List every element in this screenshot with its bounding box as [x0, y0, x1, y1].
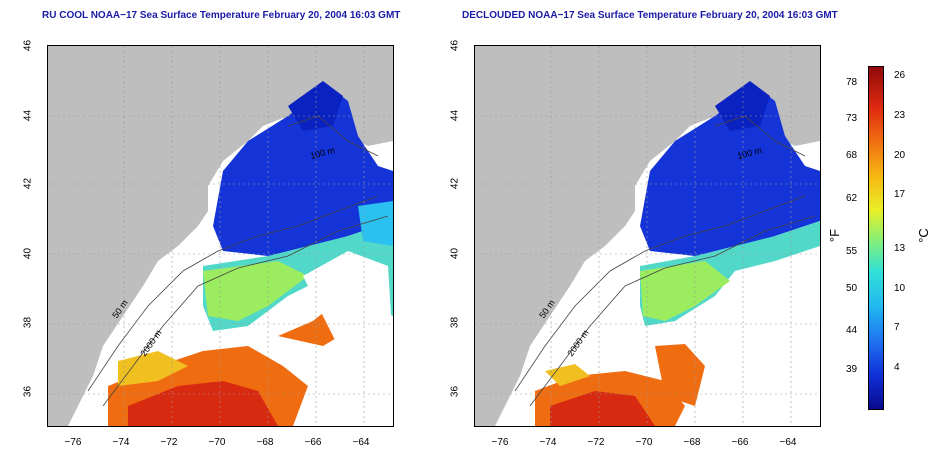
- c-tick: 10: [894, 283, 906, 294]
- lon-tick: −66: [731, 437, 749, 448]
- land-mass: [475, 46, 820, 426]
- cold-water: [213, 86, 393, 256]
- cold-water: [640, 86, 820, 256]
- lat-tick: 38: [449, 316, 461, 329]
- f-tick: 78: [846, 77, 858, 88]
- lon-tick: −68: [683, 437, 701, 448]
- lon-tick: −74: [539, 437, 557, 448]
- lon-tick: −68: [256, 437, 274, 448]
- isobath-50m: [87, 195, 379, 392]
- lat-tick: 44: [22, 109, 34, 122]
- lon-tick: −72: [587, 437, 605, 448]
- lon-tick: −66: [304, 437, 322, 448]
- c-tick: 13: [894, 243, 906, 254]
- f-tick: 68: [846, 150, 858, 161]
- f-tick: 55: [846, 246, 858, 257]
- c-tick: 4: [894, 362, 900, 373]
- lat-tick: 46: [22, 39, 34, 52]
- right-panel-title: DECLOUDED NOAA−17 Sea Surface Temperatur…: [462, 10, 838, 21]
- f-tick: 62: [846, 193, 858, 204]
- lon-tick: −72: [160, 437, 178, 448]
- lat-tick: 46: [449, 39, 461, 52]
- c-tick: 26: [894, 70, 906, 81]
- lat-tick: 40: [449, 247, 461, 260]
- f-tick: 73: [846, 113, 858, 124]
- isobath-2000m: [102, 215, 389, 407]
- c-tick: 17: [894, 189, 906, 200]
- lat-tick: 36: [22, 385, 34, 398]
- lon-tick: −70: [208, 437, 226, 448]
- left-panel-title: RU COOL NOAA−17 Sea Surface Temperature …: [42, 10, 401, 21]
- lon-tick: −64: [352, 437, 370, 448]
- c-tick: 23: [894, 110, 906, 121]
- f-tick: 50: [846, 283, 858, 294]
- lat-tick: 42: [449, 177, 461, 190]
- land-mass: [48, 46, 393, 426]
- c-tick: 20: [894, 150, 906, 161]
- lon-tick: −74: [112, 437, 130, 448]
- unit-fahrenheit: °F: [827, 228, 843, 243]
- isobath-2000m: [529, 215, 816, 407]
- lat-tick: 40: [22, 247, 34, 260]
- f-tick: 39: [846, 364, 858, 375]
- left-sst-map: 100 m 50 m 2000 m: [47, 45, 394, 427]
- temperature-colorbar: [868, 66, 884, 410]
- c-tick: 7: [894, 322, 900, 333]
- clouds: [298, 251, 393, 426]
- lat-tick: 38: [22, 316, 34, 329]
- lon-tick: −64: [779, 437, 797, 448]
- unit-celsius: °C: [915, 228, 931, 243]
- lon-tick: −76: [491, 437, 509, 448]
- lon-tick: −76: [64, 437, 82, 448]
- lat-tick: 36: [449, 385, 461, 398]
- lat-tick: 42: [22, 177, 34, 190]
- lon-tick: −70: [635, 437, 653, 448]
- f-tick: 44: [846, 325, 858, 336]
- right-sst-map: 100 m 50 m 2000 m: [474, 45, 821, 427]
- isobath-50m: [514, 195, 806, 392]
- lat-tick: 44: [449, 109, 461, 122]
